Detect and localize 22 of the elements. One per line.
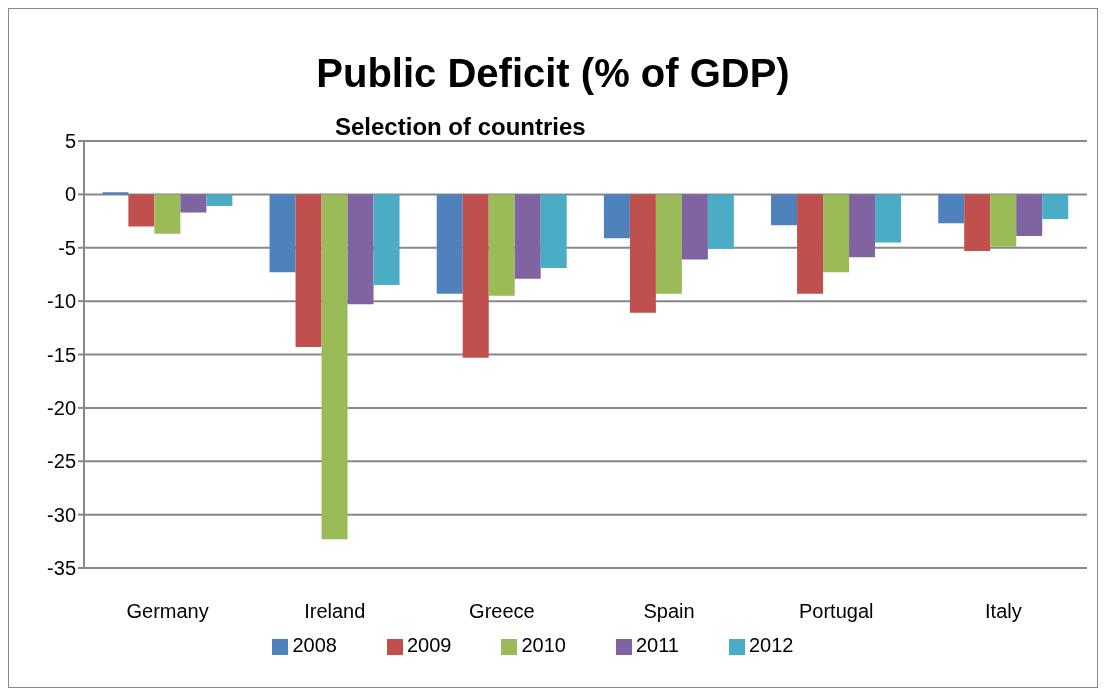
legend-label: 2012	[749, 634, 794, 656]
x-tick-label: Italy	[985, 600, 1022, 623]
y-tick-label: -30	[47, 503, 76, 526]
y-tick-label: 5	[64, 130, 76, 153]
y-tick-label: -35	[47, 557, 76, 580]
x-tick-label: Greece	[469, 600, 535, 623]
legend-label: 2009	[406, 634, 452, 656]
legend-label: 2011	[635, 634, 679, 656]
legend-label: 2010	[521, 634, 566, 656]
chart-title: Public Deficit (% of GDP)	[315, 51, 791, 96]
y-tick-label: -15	[47, 343, 76, 366]
x-tick-label: Portugal	[799, 600, 874, 623]
y-tick-label: -20	[47, 396, 76, 419]
y-tick-label: -5	[58, 236, 76, 259]
x-tick-label: Ireland	[304, 600, 366, 623]
chart-subtitle: Selection of countries	[335, 113, 586, 141]
x-tick-label: Spain	[643, 600, 695, 623]
y-tick-label: -25	[47, 450, 76, 473]
x-tick-label: Germany	[126, 600, 209, 623]
y-tick-label: 0	[64, 183, 76, 206]
y-tick-label: -10	[47, 290, 76, 313]
legend-label: 2008	[292, 634, 337, 656]
